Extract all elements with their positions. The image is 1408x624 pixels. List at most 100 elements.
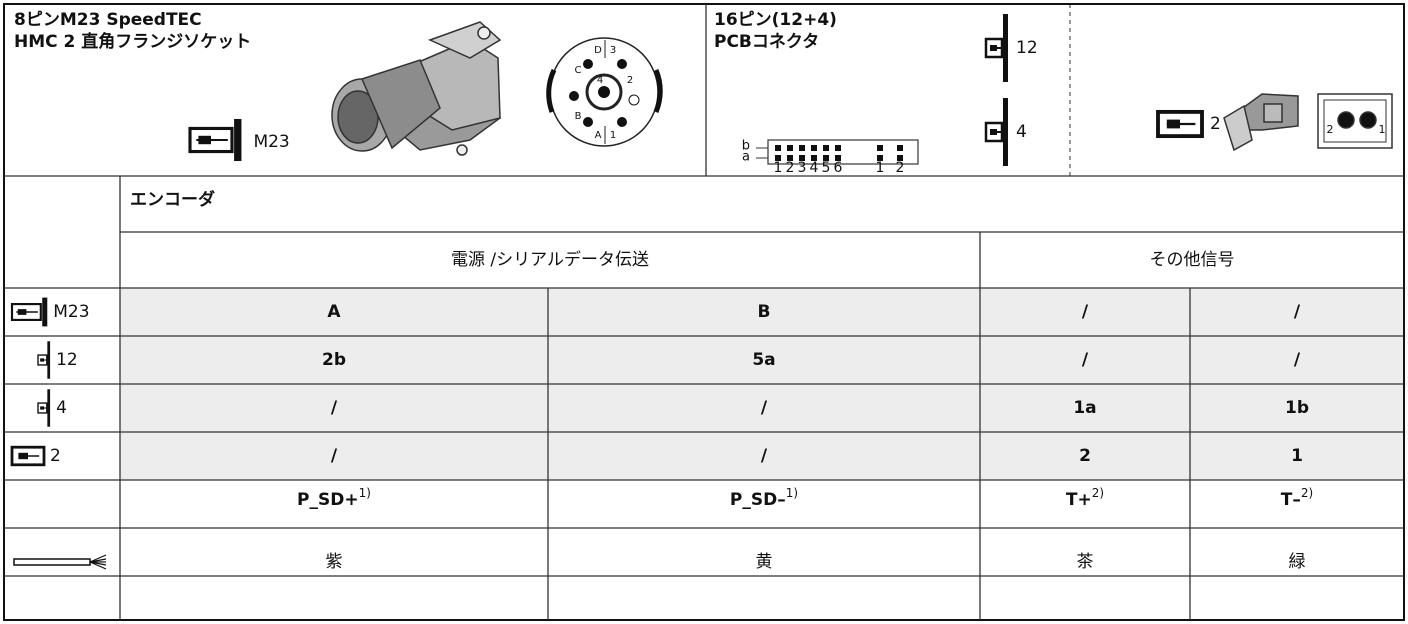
pcb-pin bbox=[823, 145, 829, 151]
pin-label: 1 bbox=[1379, 123, 1386, 136]
footnote: 1) bbox=[786, 486, 798, 500]
icon-label: M23 bbox=[53, 302, 89, 322]
pcb-pin bbox=[787, 155, 793, 161]
pcb-pin bbox=[775, 155, 781, 161]
pin-cell: / bbox=[761, 446, 768, 466]
pin-cell: 1a bbox=[1073, 398, 1096, 418]
socket-title: 8ピンM23 SpeedTEC bbox=[14, 10, 202, 30]
pin-cell: / bbox=[1294, 350, 1301, 370]
pcb-pin bbox=[799, 155, 805, 161]
wire-color: 緑 bbox=[1289, 552, 1306, 572]
pin-cell: 1b bbox=[1285, 398, 1309, 418]
signal-name: P_SD–1) bbox=[730, 486, 798, 511]
pcb-pin bbox=[787, 145, 793, 151]
pcb-icon bbox=[47, 389, 51, 427]
icon-label: 12 bbox=[1016, 38, 1038, 58]
pcb-pin bbox=[775, 145, 781, 151]
socket-icon bbox=[17, 309, 27, 315]
icon-label: 4 bbox=[56, 398, 67, 418]
wire-color: 黄 bbox=[756, 552, 773, 572]
pin-cell: 5a bbox=[752, 350, 775, 370]
pin-number: 6 bbox=[834, 160, 843, 176]
socket-icon bbox=[198, 135, 211, 145]
cable-icon bbox=[13, 558, 91, 566]
pcb-pin bbox=[877, 155, 883, 161]
pin-cell: 2 bbox=[1079, 446, 1091, 466]
pin-cell: 2b bbox=[322, 350, 346, 370]
icon-label: 2 bbox=[50, 446, 61, 466]
pcb-pin bbox=[823, 155, 829, 161]
pin-number: 2 bbox=[786, 160, 795, 176]
subgroup-title: 電源 /シリアルデータ伝送 bbox=[451, 249, 649, 270]
icon-label: 4 bbox=[1016, 122, 1027, 142]
signal-text: T– bbox=[1281, 490, 1301, 510]
icon-label: M23 bbox=[253, 132, 289, 152]
pin-cell: / bbox=[1082, 350, 1089, 370]
pcb-pin bbox=[877, 145, 883, 151]
pin-label: C bbox=[575, 65, 582, 76]
cable-icon bbox=[89, 561, 107, 570]
socket-icon bbox=[234, 119, 242, 161]
pin-label: 2 bbox=[627, 75, 633, 86]
connector-drawing bbox=[331, 21, 502, 156]
pin-cell: / bbox=[1294, 302, 1301, 322]
pcb-title: PCBコネクタ bbox=[714, 32, 819, 52]
subgroup-title: その他信号 bbox=[1150, 250, 1235, 270]
signal-name: T–2) bbox=[1281, 486, 1313, 511]
pcb-pin bbox=[799, 145, 805, 151]
signal-text: T+ bbox=[1066, 490, 1092, 510]
signal-text: P_SD+ bbox=[297, 490, 359, 510]
pin-label: B bbox=[575, 111, 582, 122]
pin-number: 1 bbox=[774, 160, 783, 176]
pin-cell: A bbox=[327, 302, 341, 322]
outer-border bbox=[3, 3, 1405, 621]
cable-icon bbox=[89, 554, 107, 563]
plug-icon bbox=[1156, 109, 1204, 139]
pin-cell: / bbox=[1082, 302, 1089, 322]
wire-color: 紫 bbox=[326, 552, 343, 572]
pin-cell: / bbox=[331, 446, 338, 466]
signal-name: T+2) bbox=[1066, 486, 1104, 511]
pin-cell: B bbox=[758, 302, 771, 322]
pcb-drawing bbox=[756, 139, 919, 165]
pin-label: D bbox=[594, 45, 602, 56]
pin-number: 1 bbox=[876, 160, 885, 176]
signal-text: P_SD– bbox=[730, 490, 786, 510]
footnote: 1) bbox=[359, 486, 371, 500]
icon-label: 2 bbox=[1210, 114, 1221, 134]
pin-cell: 1 bbox=[1291, 446, 1303, 466]
pin-label: A bbox=[595, 130, 602, 141]
pcb-pin bbox=[897, 155, 903, 161]
wire-color: 茶 bbox=[1077, 552, 1094, 572]
pin-number: 4 bbox=[810, 160, 819, 176]
pin-label: 1 bbox=[610, 130, 616, 141]
plug-drawing bbox=[1223, 93, 1393, 152]
icon-label: 12 bbox=[56, 350, 78, 370]
pcb-pin bbox=[897, 145, 903, 151]
socket-title: HMC 2 直角フランジソケット bbox=[14, 31, 251, 52]
cable-icon bbox=[89, 561, 107, 566]
footnote: 2) bbox=[1092, 486, 1104, 500]
row-label: b bbox=[742, 139, 750, 154]
pcb-pin bbox=[811, 145, 817, 151]
pin-number: 3 bbox=[798, 160, 807, 176]
socket-icon bbox=[42, 297, 48, 327]
pcb-icon bbox=[1003, 98, 1008, 166]
pin-number: 5 bbox=[822, 160, 831, 176]
pcb-icon bbox=[1003, 14, 1008, 82]
pin-label: 2 bbox=[1327, 123, 1334, 136]
pcb-title: 16ピン(12+4) bbox=[714, 10, 837, 30]
pcb-icon bbox=[47, 341, 51, 379]
row-label: a bbox=[742, 150, 750, 165]
pin-diagram bbox=[546, 37, 663, 147]
pin-cell: / bbox=[761, 398, 768, 418]
footnote: 2) bbox=[1301, 486, 1313, 500]
group-title: エンコーダ bbox=[130, 189, 215, 210]
pcb-pin bbox=[835, 145, 841, 151]
pcb-pin bbox=[811, 155, 817, 161]
pin-label: 3 bbox=[610, 45, 616, 56]
pcb-pin bbox=[835, 155, 841, 161]
signal-name: P_SD+1) bbox=[297, 486, 371, 511]
